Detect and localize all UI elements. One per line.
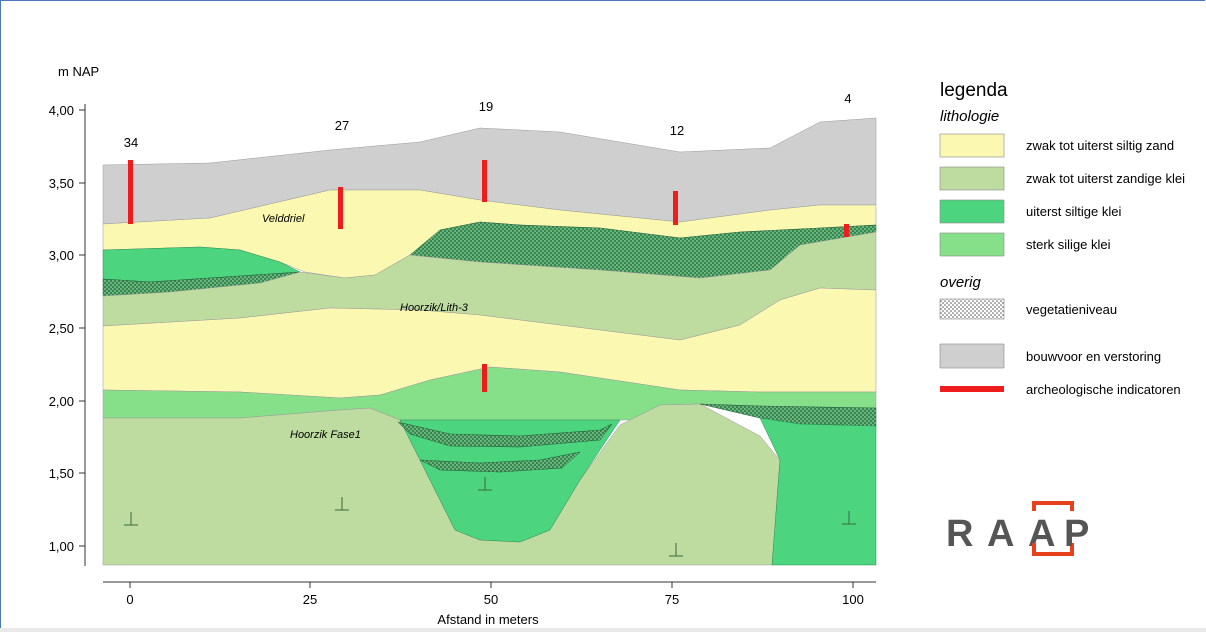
legend-label: sterk silige klei [1026,237,1111,252]
legend-swatch-siltige-klei [939,199,1005,224]
legend-swatch-silige-klei [939,232,1005,257]
base-marker-27 [335,497,349,511]
archeological-indicators [128,160,849,392]
base-marker-34 [124,512,138,526]
unit-label-hoorzik-fase1: Hoorzik Fase1 [290,429,361,441]
legend: legenda lithologie zwak tot uiterst silt… [939,80,1185,397]
indicator-19 [482,160,487,202]
logo-letter: P [1064,513,1091,555]
x-tick-label: 25 [303,592,317,607]
x-tick-label: 100 [842,592,864,607]
y-tick-label: 2,50 [49,321,74,336]
y-tick-label: 3,50 [49,176,74,191]
legend-swatch-archeologisch [940,386,1004,392]
section-layers [102,117,877,566]
legend-label: zwak tot uiterst siltig zand [1026,138,1174,153]
x-axis-title: Afstand in meters [437,612,539,627]
legend-label: archeologische indicatoren [1026,382,1181,397]
legend-swatch-bouwvoor [939,343,1005,369]
layer-vegetatie-3 [397,421,613,448]
y-tick-label: 1,00 [49,539,74,554]
borehole-label: 34 [124,135,138,150]
borehole-label: 4 [844,91,851,106]
y-tick-label: 2,00 [49,394,74,409]
unit-label-hoorzik-lith3: Hoorzik/Lith-3 [400,302,469,314]
base-marker-4 [842,511,856,525]
x-tick-label: 75 [665,592,679,607]
logo-letter: R [946,513,975,555]
indicator-4 [844,224,849,237]
legend-title: legenda [940,80,1008,101]
legend-label: zwak tot uiterst zandige klei [1026,171,1185,186]
legend-lithologie-title: lithologie [940,108,999,125]
legend-swatch-siltig-zand [939,133,1005,158]
unit-label-velddriel: Velddriel [262,213,305,225]
layer-vegetatie-4 [419,451,581,473]
logo-bracket-bottom [1032,543,1074,556]
borehole-base-markers [124,477,856,557]
legend-swatch-vegetatie [939,298,1005,320]
raap-logo: R A A P [946,501,1091,556]
logo-bracket-top [1032,501,1074,511]
x-tick-label: 0 [126,592,133,607]
x-tick-label: 50 [484,592,498,607]
logo-letter: A [987,513,1016,555]
borehole-label: 12 [670,123,684,138]
y-tick-label: 1,50 [49,466,74,481]
indicator-34 [128,160,133,224]
indicator-12 [673,191,678,225]
layer-siltige-klei-right [759,417,877,566]
base-marker-19 [478,477,492,491]
legend-swatch-zandige-klei [939,166,1005,191]
legend-label: vegetatieniveau [1026,302,1117,317]
borehole-label: 27 [335,118,349,133]
indicator-19-deep [482,364,487,392]
bottom-strip [0,628,1206,632]
y-axis-title: m NAP [58,64,99,79]
indicator-27 [338,187,343,229]
base-marker-12 [669,543,683,557]
legend-label: uiterst siltige klei [1026,204,1121,219]
y-tick-label: 3,00 [49,248,74,263]
axes [79,104,876,588]
legend-overig-title: overig [940,274,982,291]
y-tick-label: 4,00 [49,103,74,118]
legend-label: bouwvoor en verstoring [1026,349,1161,364]
borehole-label: 19 [479,99,493,114]
layer-siltige-klei-channel [399,419,621,543]
